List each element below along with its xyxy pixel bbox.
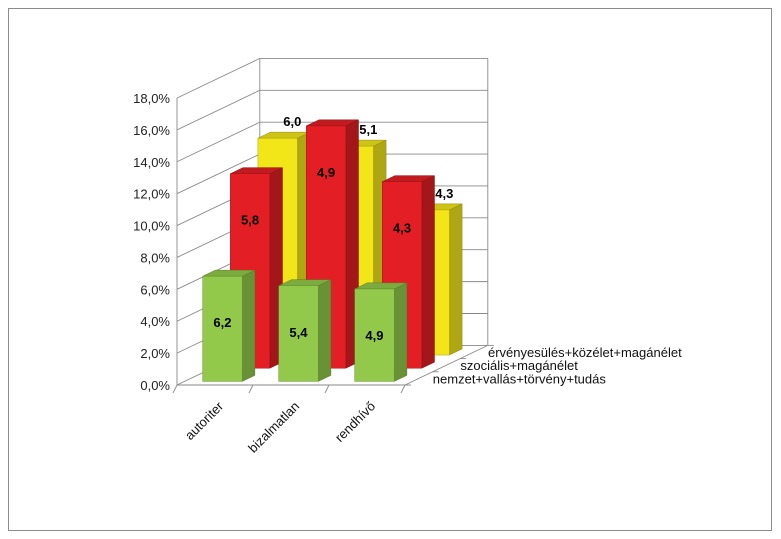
- bar: [278, 279, 332, 382]
- bar-side: [241, 269, 256, 382]
- y-tick-label: 14,0%: [133, 155, 170, 170]
- data-label: 4,3: [393, 221, 411, 236]
- bar: [202, 269, 256, 382]
- y-tick-label: 2,0%: [140, 346, 170, 361]
- data-label: 5,4: [289, 325, 308, 340]
- bar-side: [449, 203, 463, 356]
- data-label: 4,9: [365, 328, 383, 343]
- data-label: 5,1: [359, 122, 377, 137]
- data-label: 4,9: [317, 165, 335, 180]
- category-labels: autoriter bizalmatlan rendhívő: [182, 398, 378, 456]
- bar: [354, 282, 408, 382]
- y-tick-label: 6,0%: [140, 282, 170, 297]
- y-axis-labels: 0,0% 2,0% 4,0% 6,0% 8,0% 10,0% 12,0% 14,0% 16,0%…: [133, 91, 170, 393]
- category-label: autoriter: [182, 398, 227, 443]
- data-label: 4,3: [435, 186, 453, 201]
- data-label: 5,8: [241, 213, 259, 228]
- bars: [202, 119, 463, 382]
- data-label: 6,2: [213, 315, 231, 330]
- category-tick: [172, 384, 178, 394]
- category-label: rendhívő: [332, 399, 378, 445]
- bar-side: [317, 279, 332, 382]
- category-tick: [324, 384, 330, 394]
- y-tick-label: 12,0%: [133, 187, 170, 202]
- y-tick-label: 8,0%: [140, 250, 170, 265]
- data-labels: 4,3 5,1 6,0 4,3 4,9 5,8 4,9 5,4 6,2: [213, 114, 453, 343]
- category-tick: [400, 384, 406, 394]
- series-label: érvényesülés+közélet+magánélet: [488, 345, 682, 360]
- gridline: [176, 57, 488, 99]
- bar-front: [278, 285, 319, 382]
- bar-side: [421, 175, 435, 369]
- series-label: nemzet+vallás+törvény+tudás: [433, 371, 607, 386]
- data-label: 6,0: [283, 114, 301, 129]
- series-label: szociális+magánélet: [460, 358, 578, 373]
- bar-side: [393, 282, 408, 382]
- bar-front: [202, 275, 243, 382]
- bar-front: [354, 288, 395, 382]
- y-tick-label: 16,0%: [133, 123, 170, 138]
- category-tick: [248, 384, 254, 394]
- y-tick-label: 18,0%: [133, 91, 170, 106]
- category-label: bizalmatlan: [245, 399, 302, 456]
- y-tick-label: 10,0%: [133, 219, 170, 234]
- y-tick-label: 4,0%: [140, 314, 170, 329]
- series-labels: nemzet+vallás+törvény+tudásszociális+mag…: [433, 345, 682, 386]
- y-tick-label: 0,0%: [140, 378, 170, 393]
